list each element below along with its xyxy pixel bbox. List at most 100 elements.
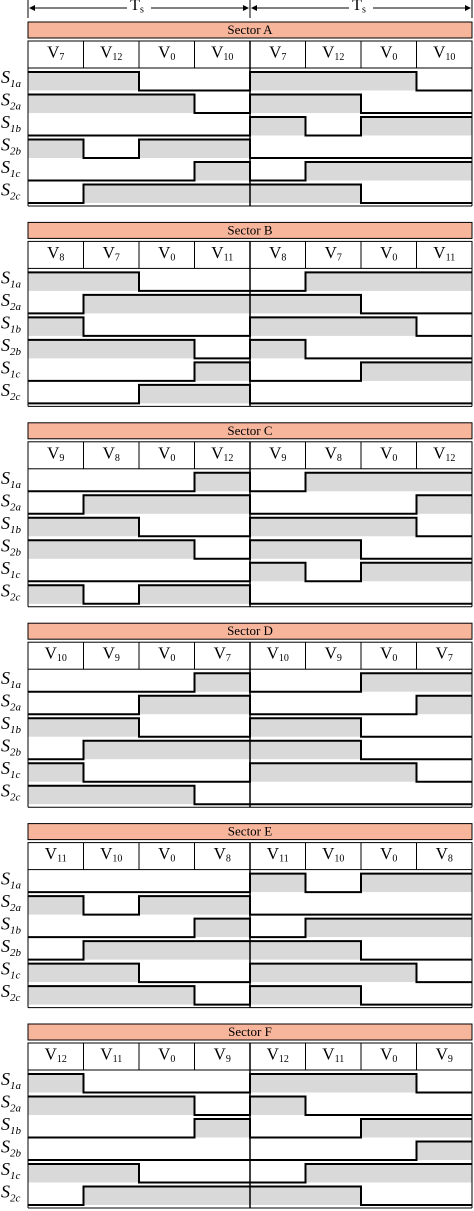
- on-shade: [139, 986, 195, 1005]
- on-shade: [305, 918, 361, 938]
- on-shade: [416, 562, 472, 582]
- vector-label-sub: 12: [223, 453, 233, 464]
- signal-label: S1b: [1, 112, 22, 134]
- vector-label: V9: [269, 443, 286, 464]
- vector-label: V8: [325, 443, 342, 464]
- vector-label: V12: [211, 443, 233, 464]
- signal-label-sub: 2b: [10, 546, 22, 558]
- vector-label-sub: 0: [170, 253, 175, 264]
- vector-label-sub: 10: [445, 52, 455, 63]
- on-shade: [194, 362, 250, 381]
- on-shade: [361, 1164, 417, 1183]
- signal-label: S1a: [1, 67, 22, 89]
- on-shade: [416, 1119, 472, 1138]
- sector-header: [27, 422, 473, 440]
- signal-label: S2a: [1, 290, 22, 312]
- period-label-symbol: T: [352, 0, 362, 14]
- vector-label-symbol: V: [325, 644, 338, 663]
- sector-title: Sector A: [227, 22, 273, 37]
- on-shade: [83, 986, 139, 1005]
- vector-label-symbol: V: [380, 243, 393, 262]
- signal-label-symbol: S: [1, 914, 10, 934]
- vector-label: V7: [325, 243, 342, 264]
- on-shade: [361, 117, 417, 136]
- vector-label: V10: [45, 644, 67, 665]
- sector-header: [27, 823, 473, 841]
- on-shade: [416, 117, 472, 136]
- signal-label: S1a: [1, 1069, 22, 1091]
- signal-label: S2c: [1, 781, 21, 803]
- on-shade: [28, 763, 84, 782]
- vector-label-sub: 7: [337, 253, 342, 264]
- on-shade: [416, 362, 472, 381]
- on-shade: [194, 1119, 250, 1138]
- on-shade: [250, 562, 306, 582]
- signal-label-sub: 1a: [10, 679, 22, 691]
- vector-label: V0: [380, 42, 397, 63]
- on-shade: [83, 94, 139, 113]
- signal-label: S1a: [1, 468, 22, 490]
- on-shade: [83, 184, 139, 203]
- vector-label-symbol: V: [47, 42, 60, 61]
- vector-label-sub: 9: [226, 1054, 231, 1065]
- signal-label-symbol: S: [1, 1182, 10, 1202]
- vector-label-sub: 8: [337, 453, 342, 464]
- on-shade: [305, 162, 361, 181]
- on-shade: [28, 540, 84, 559]
- vector-label-symbol: V: [267, 1044, 280, 1063]
- on-shade: [139, 339, 195, 359]
- signal-label-sub: 1c: [10, 769, 21, 781]
- signal-label: S2c: [1, 180, 21, 202]
- vector-label-symbol: V: [45, 644, 58, 663]
- on-shade: [416, 695, 472, 715]
- on-shade: [28, 986, 84, 1005]
- vector-label: V9: [325, 644, 342, 665]
- on-shade: [361, 272, 417, 291]
- vector-label-sub: 0: [170, 854, 175, 865]
- on-shade: [361, 162, 417, 181]
- signal-label-sub: 2c: [10, 1192, 21, 1204]
- signal-label: S2b: [1, 936, 22, 958]
- vector-label-symbol: V: [433, 42, 446, 61]
- vector-label: V0: [380, 844, 397, 865]
- on-shade: [305, 1164, 361, 1183]
- on-shade: [305, 472, 361, 492]
- on-shade: [139, 785, 195, 805]
- vector-label: V9: [47, 443, 64, 464]
- on-shade: [250, 339, 306, 359]
- vector-label-sub: 0: [392, 653, 397, 664]
- vector-label: V0: [158, 1044, 175, 1065]
- on-shade: [194, 384, 250, 404]
- on-shade: [139, 941, 195, 960]
- on-shade: [194, 918, 250, 938]
- vector-label-symbol: V: [380, 42, 393, 61]
- signal-label-sub: 1b: [10, 122, 22, 134]
- vector-label-sub: 11: [335, 1054, 345, 1065]
- signal-label-sub: 2b: [10, 345, 22, 357]
- vector-label-symbol: V: [100, 844, 113, 863]
- vector-label-symbol: V: [45, 1044, 58, 1063]
- signal-label-sub: 1c: [10, 1169, 21, 1181]
- vector-label-symbol: V: [380, 1044, 393, 1063]
- vector-label-sub: 10: [279, 653, 289, 664]
- vector-label-sub: 0: [392, 453, 397, 464]
- vector-label-sub: 11: [446, 253, 456, 264]
- vector-label-sub: 0: [392, 1054, 397, 1065]
- on-shade: [250, 72, 306, 91]
- on-shade: [250, 941, 306, 960]
- signal-label: S2a: [1, 1092, 22, 1114]
- on-shade: [28, 139, 84, 158]
- vector-label-symbol: V: [322, 844, 335, 863]
- signal-label-symbol: S: [1, 112, 10, 132]
- vector-label: V8: [269, 243, 286, 264]
- on-shade: [361, 562, 417, 582]
- on-shade: [361, 873, 417, 893]
- on-shade: [194, 495, 250, 514]
- vector-label-sub: 8: [448, 854, 453, 865]
- vector-label: V0: [380, 644, 397, 665]
- vector-label-symbol: V: [433, 443, 446, 462]
- signal-label-symbol: S: [1, 1069, 10, 1089]
- vector-label-sub: 9: [337, 653, 342, 664]
- on-shade: [194, 896, 250, 915]
- vector-label-sub: 8: [59, 253, 64, 264]
